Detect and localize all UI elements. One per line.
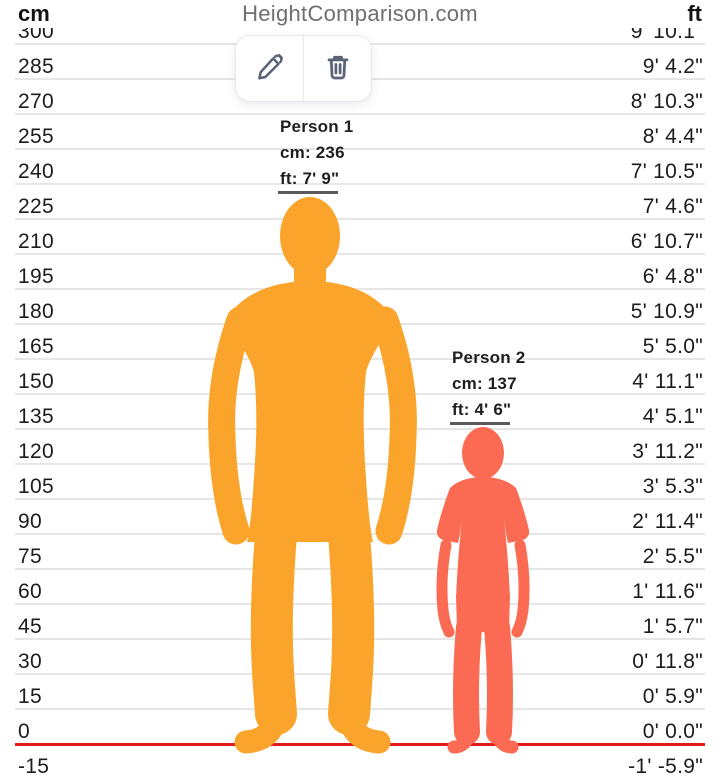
person-1-ft-text: ft: 7' 9" [280, 169, 340, 188]
pencil-icon [255, 52, 285, 85]
adult-figure [208, 197, 417, 754]
ft-tick-label: 3' 11.2" [632, 440, 703, 463]
person-2-height-marker [450, 422, 510, 425]
ft-tick-label: 7' 4.6" [642, 195, 703, 218]
axis-row: 75 2' 5.5" [0, 545, 720, 569]
ft-tick-label: 2' 11.4" [632, 510, 703, 533]
axis-row: 285 9' 4.2" [0, 55, 720, 79]
axis-row: 15 0' 5.9" [0, 685, 720, 709]
axis-row: 60 1' 11.6" [0, 580, 720, 604]
cm-tick-label: 255 [18, 125, 54, 148]
person-2-silhouette[interactable] [430, 427, 535, 755]
ft-tick-label: 8' 10.3" [630, 90, 703, 113]
edit-button[interactable] [236, 36, 303, 101]
ft-tick-label: 1' 5.7" [642, 615, 703, 638]
cm-tick-label: 15 [18, 685, 42, 708]
cm-tick-label: 45 [18, 615, 42, 638]
site-title: HeightComparison.com [242, 1, 478, 26]
cm-tick-label: 165 [18, 335, 54, 358]
cm-tick-label: 30 [18, 650, 42, 673]
trash-icon [323, 52, 353, 85]
person-2-label: Person 2 cm: 137 ft: 4' 6" [452, 345, 525, 423]
cm-tick-label: 225 [18, 195, 54, 218]
person-2-ft-text: ft: 4' 6" [452, 400, 512, 419]
person-1-silhouette[interactable] [200, 196, 425, 755]
axis-row: 90 2' 11.4" [0, 510, 720, 534]
ft-tick-label: 8' 4.4" [642, 125, 703, 148]
ft-tick-label: 9' 4.2" [642, 55, 703, 78]
person-1-name: Person 1 [280, 117, 354, 136]
cm-tick-label: 150 [18, 370, 54, 393]
axis-row: 225 7' 4.6" [0, 195, 720, 219]
gridline [15, 113, 705, 115]
axis-row: 210 6' 10.7" [0, 230, 720, 254]
cm-tick-label: 270 [18, 90, 54, 113]
ft-tick-label: 6' 4.8" [642, 265, 703, 288]
cm-tick-label: -15 [18, 755, 50, 778]
axis-row: 255 8' 4.4" [0, 125, 720, 149]
axis-row: 180 5' 10.9" [0, 300, 720, 324]
axis-row: 45 1' 5.7" [0, 615, 720, 639]
ft-tick-label: -1' -5.9" [628, 755, 703, 778]
cm-tick-label: 210 [18, 230, 54, 253]
axis-row: 165 5' 5.0" [0, 335, 720, 359]
cm-tick-label: 195 [18, 265, 54, 288]
cm-tick-label: 60 [18, 580, 42, 603]
cm-tick-label: 105 [18, 475, 54, 498]
cm-tick-label: 90 [18, 510, 42, 533]
ft-tick-label: 4' 11.1" [632, 370, 703, 393]
ft-tick-label: 0' 0.0" [642, 720, 703, 743]
selection-toolbar [235, 35, 372, 102]
cm-unit-header: cm [18, 1, 50, 26]
cm-tick-label: 75 [18, 545, 42, 568]
ft-tick-label: 5' 10.9" [630, 300, 703, 323]
cm-tick-label: 285 [18, 55, 54, 78]
gridline [15, 253, 705, 255]
axis-row: 120 3' 11.2" [0, 440, 720, 464]
page-header: cm HeightComparison.com ft [0, 0, 720, 28]
cm-tick-label: 135 [18, 405, 54, 428]
cm-tick-label: 120 [18, 440, 54, 463]
ft-tick-label: 2' 5.5" [642, 545, 703, 568]
cm-tick-label: 240 [18, 160, 54, 183]
ft-tick-label: 3' 5.3" [642, 475, 703, 498]
child-figure [436, 427, 530, 754]
gridline [15, 183, 705, 185]
axis-row: 195 6' 4.8" [0, 265, 720, 289]
axis-row: 150 4' 11.1" [0, 370, 720, 394]
ft-tick-label: 6' 10.7" [630, 230, 703, 253]
ft-tick-label: 7' 10.5" [630, 160, 703, 183]
gridline [15, 148, 705, 150]
axis-row: 0 0' 0.0" [0, 720, 720, 744]
person-1-label: Person 1 cm: 236 ft: 7' 9" [280, 114, 353, 192]
ft-tick-label: 0' 5.9" [642, 685, 703, 708]
gridline [15, 288, 705, 290]
ft-tick-label: 1' 11.6" [632, 580, 703, 603]
axis-row: 105 3' 5.3" [0, 475, 720, 499]
person-1-cm-text: cm: 236 [280, 143, 345, 162]
delete-button[interactable] [303, 36, 371, 101]
axis-row: -15 -1' -5.9" [0, 755, 720, 779]
person-1-height-marker [278, 191, 338, 194]
axis-row: 135 4' 5.1" [0, 405, 720, 429]
person-2-name: Person 2 [452, 348, 526, 367]
axis-row: 270 8' 10.3" [0, 90, 720, 114]
ft-tick-label: 0' 11.8" [632, 650, 703, 673]
cm-tick-label: 180 [18, 300, 54, 323]
ft-tick-label: 5' 5.0" [642, 335, 703, 358]
ft-unit-header: ft [687, 1, 702, 26]
ft-tick-label: 4' 5.1" [642, 405, 703, 428]
axis-row: 30 0' 11.8" [0, 650, 720, 674]
axis-row: 240 7' 10.5" [0, 160, 720, 184]
cm-tick-label: 0 [18, 720, 30, 743]
gridline [15, 218, 705, 220]
person-2-cm-text: cm: 137 [452, 374, 517, 393]
